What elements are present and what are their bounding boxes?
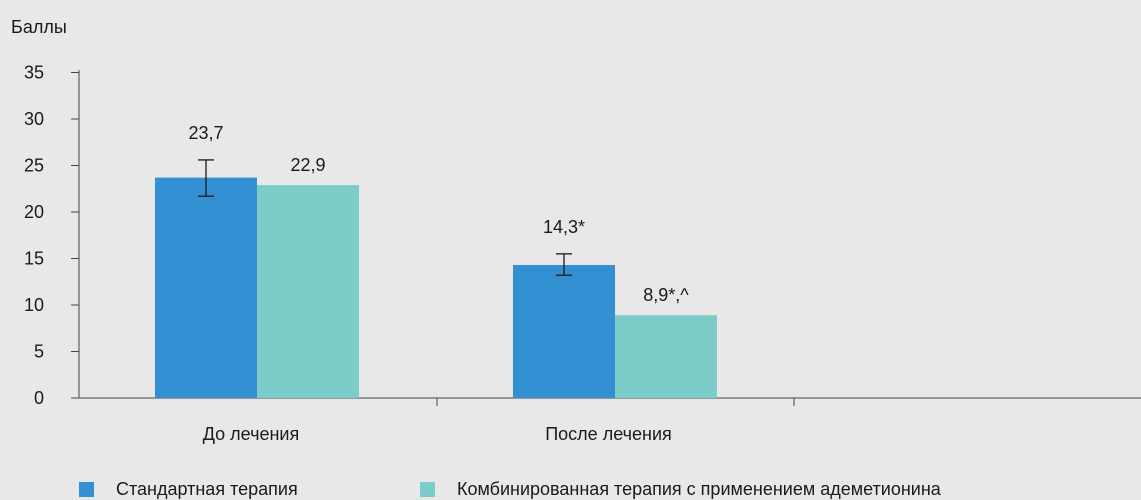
data-label: 8,9*,^ [643,285,689,305]
x-tick-label: До лечения [203,424,299,444]
y-ticks: 0 5 10 15 20 25 30 35 [24,63,79,408]
bars [155,177,717,398]
bar [615,315,717,398]
y-tick-label: 10 [24,295,44,315]
x-tick-label: После лечения [545,424,672,444]
data-label: 22,9 [290,155,325,175]
bar [155,177,257,398]
bar [257,185,359,398]
legend-swatch-standard [79,482,94,497]
legend-item-standard: Стандартная терапия [79,479,298,500]
bar [513,265,615,398]
legend-label-standard: Стандартная терапия [116,479,298,499]
y-tick-label: 15 [24,249,44,269]
x-ticks: До лечения После лечения [203,398,795,444]
data-label: 14,3* [543,217,585,237]
y-tick-label: 20 [24,202,44,222]
data-labels: 23,7 14,3* 22,9 8,9*,^ [188,123,689,305]
legend-item-combined: Комбинированная терапия с применением ад… [420,479,941,500]
error-bars [198,159,572,276]
y-tick-label: 25 [24,156,44,176]
y-tick-label: 0 [34,388,44,408]
legend-swatch-combined [420,482,435,497]
y-tick-label: 35 [24,63,44,83]
y-axis-label: Баллы [11,17,67,37]
y-tick-label: 5 [34,342,44,362]
y-tick-label: 30 [24,109,44,129]
legend-label-combined: Комбинированная терапия с применением ад… [457,479,941,499]
data-label: 23,7 [188,123,223,143]
